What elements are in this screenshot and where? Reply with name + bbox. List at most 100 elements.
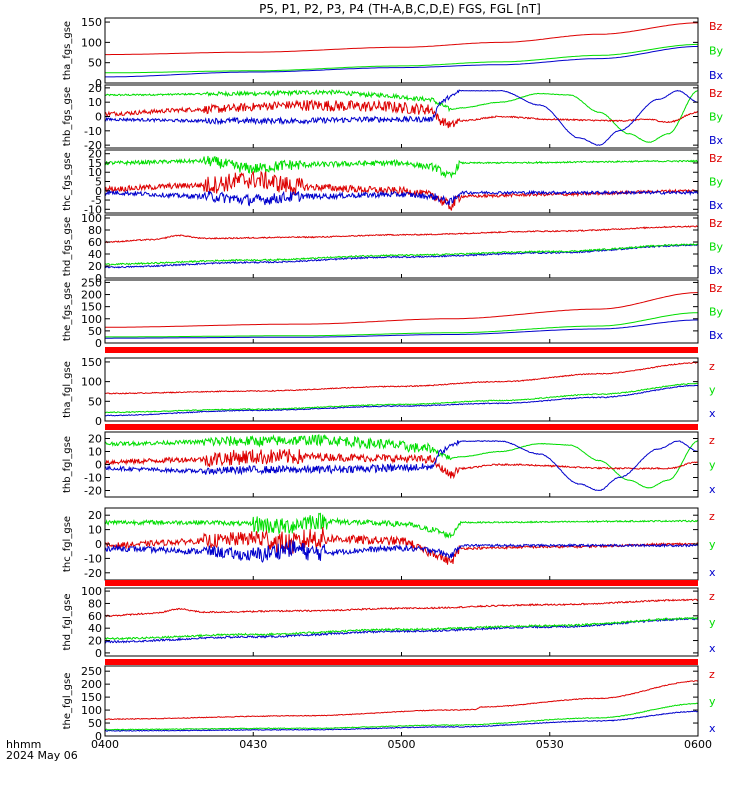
series-x-line (105, 710, 698, 732)
y-tick-label: 20 (88, 635, 102, 648)
series-z-line (105, 99, 698, 129)
availability-bar (105, 424, 698, 430)
legend-Bz: Bz (709, 87, 723, 100)
y-tick-label: 20 (88, 82, 102, 95)
y-tick-label: 0 (95, 538, 102, 551)
series-y-line (105, 242, 698, 266)
legend-z: z (709, 668, 715, 681)
y-tick-label: 40 (88, 622, 102, 635)
series-x-line (105, 319, 698, 339)
y-tick-label: 5 (95, 176, 102, 189)
y-tick-label: -10 (84, 203, 102, 216)
series-x-line (105, 45, 698, 78)
y-tick-label: 100 (81, 585, 102, 598)
y-tick-label: 0 (95, 415, 102, 428)
legend-z: z (709, 590, 715, 603)
series-y-line (105, 512, 698, 539)
y-tick-label: -10 (84, 472, 102, 485)
series-x-line (105, 440, 698, 491)
legend-y: y (709, 695, 716, 708)
series-x-line (105, 89, 698, 146)
y-tick-label: 0 (95, 272, 102, 285)
series-x-line (105, 243, 698, 269)
availability-bar (105, 659, 698, 665)
y-tick-label: 250 (81, 665, 102, 678)
y-axis-label: thd_fgs_gse (62, 217, 73, 276)
x-tick-label: 0600 (684, 738, 712, 751)
y-axis-label: tha_fgl_gse (62, 361, 73, 418)
series-y-line (105, 433, 698, 489)
series-z-line (105, 362, 698, 395)
series-z-line (105, 22, 698, 56)
y-tick-label: 0 (95, 730, 102, 743)
legend-x: x (709, 722, 716, 735)
y-tick-label: 150 (81, 16, 102, 29)
legend-Bz: Bz (709, 282, 723, 295)
y-tick-label: 100 (81, 376, 102, 389)
y-tick-label: 250 (81, 276, 102, 289)
series-y-line (105, 88, 698, 143)
panel-frame (104, 214, 699, 279)
y-tick-label: 100 (81, 313, 102, 326)
y-tick-label: 0 (95, 77, 102, 90)
y-tick-label: -20 (84, 485, 102, 498)
x-axis-label-hhmm: hhmm (6, 738, 41, 751)
y-tick-label: -20 (84, 567, 102, 580)
y-tick-label: 0 (95, 647, 102, 660)
series-x-line (105, 189, 698, 207)
y-tick-label: -20 (84, 139, 102, 152)
y-tick-label: 20 (88, 433, 102, 446)
series-y-line (105, 312, 698, 338)
y-tick-label: 80 (88, 224, 102, 237)
y-axis-label: the_fgl_gse (62, 673, 73, 730)
x-tick-label: 0400 (91, 738, 119, 751)
y-tick-label: 15 (88, 157, 102, 170)
y-tick-label: 10 (88, 96, 102, 109)
availability-bar (105, 347, 698, 353)
series-z-line (105, 292, 698, 328)
y-tick-label: 10 (88, 166, 102, 179)
y-tick-label: 150 (81, 301, 102, 314)
series-y-line (105, 43, 698, 74)
y-tick-label: 20 (88, 148, 102, 161)
panel-tha_fgs_gse: 0 50 100 150 tha_fgs_gse Bz By Bx (62, 16, 724, 90)
legend-By: By (709, 176, 724, 189)
y-tick-label: 40 (88, 248, 102, 261)
series-y-line (105, 382, 698, 414)
y-tick-label: -10 (84, 125, 102, 138)
y-tick-label: 80 (88, 597, 102, 610)
y-tick-label: 20 (88, 509, 102, 522)
legend-x: x (709, 566, 716, 579)
y-axis-label: thc_fgs_gse (62, 152, 73, 211)
legend-x: x (709, 483, 716, 496)
legend-Bx: Bx (709, 69, 724, 82)
legend-Bx: Bx (709, 134, 724, 147)
y-tick-label: -10 (84, 552, 102, 565)
x-axis-label-date: 2024 May 06 (6, 749, 78, 762)
x-tick-label: 0430 (239, 738, 267, 751)
y-tick-label: 0 (95, 459, 102, 472)
y-tick-label: 150 (81, 356, 102, 369)
legend-Bz: Bz (709, 152, 723, 165)
y-tick-label: 50 (88, 57, 102, 70)
y-tick-label: 100 (81, 36, 102, 49)
legend-y: y (709, 538, 716, 551)
y-tick-label: 50 (88, 717, 102, 730)
panel-frame (104, 587, 699, 657)
legend-y: y (709, 384, 716, 397)
y-tick-label: 200 (81, 289, 102, 302)
y-tick-label: 0 (95, 185, 102, 198)
y-tick-label: 100 (81, 212, 102, 225)
y-tick-label: 50 (88, 395, 102, 408)
y-tick-label: 60 (88, 610, 102, 623)
series-x-line (105, 617, 698, 644)
series-y-line (105, 155, 698, 179)
legend-Bx: Bx (709, 264, 724, 277)
